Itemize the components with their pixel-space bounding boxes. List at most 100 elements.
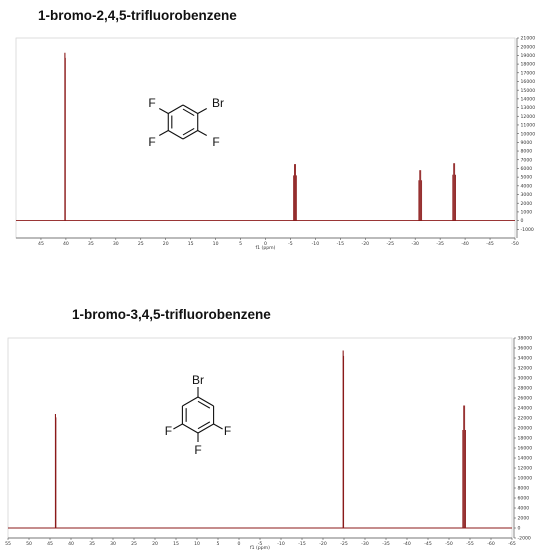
x-tick-label: -10: [312, 241, 320, 247]
substituent-bond: [213, 423, 223, 430]
peak-1-2: [293, 164, 297, 221]
x-tick-label: -5: [258, 541, 263, 547]
x-tick-label: -20: [319, 541, 327, 547]
x-tick-label: 10: [194, 541, 200, 547]
y-tick-label: 18000: [521, 62, 536, 68]
x-tick-label: -20: [362, 241, 370, 247]
y-tick-label: 32000: [518, 366, 533, 372]
x-tick-label: -35: [382, 541, 390, 547]
y-tick-label: 3000: [521, 192, 533, 198]
y-tick-label: 14000: [521, 96, 536, 102]
y-tick-label: 0: [518, 526, 521, 532]
chart-title-1: 1-bromo-2,4,5-trifluorobenzene: [38, 8, 237, 23]
x-tick-label: -5: [288, 241, 293, 247]
y-tick-label: 1000: [521, 210, 533, 216]
atom-F: F: [194, 443, 201, 457]
x-tick-label: -55: [466, 541, 474, 547]
y-tick-label: 36000: [518, 346, 533, 352]
x-tick-label: -10: [277, 541, 285, 547]
atom-F: F: [148, 96, 155, 110]
atom-Br: Br: [212, 96, 224, 110]
x-tick-label: -25: [340, 541, 348, 547]
x-tick-label: 0: [238, 541, 241, 547]
y-tick-label: 24000: [518, 406, 533, 412]
y-tick-label: 30000: [518, 376, 533, 382]
peak-1-1: [64, 52, 66, 221]
y-tick-label: -1000: [521, 227, 534, 233]
y-tick-label: 21000: [521, 36, 536, 42]
x-tick-label: 35: [88, 241, 94, 247]
x-tick-label: 5: [239, 241, 242, 247]
ring-double-bond: [197, 421, 211, 430]
ring-bond: [197, 396, 214, 407]
y-tick-label: 16000: [521, 79, 536, 85]
y-tick-label: 13000: [521, 105, 536, 111]
ring-bond: [197, 423, 214, 434]
atom-F: F: [165, 424, 172, 438]
y-tick-label: 10000: [518, 476, 533, 482]
y-tick-label: 12000: [518, 466, 533, 472]
x-tick-label: 5: [217, 541, 220, 547]
y-tick-label: 34000: [518, 356, 533, 362]
y-tick-label: 2000: [521, 201, 533, 207]
y-tick-label: 7000: [521, 157, 533, 163]
y-tick-label: 4000: [518, 506, 530, 512]
ring-bond: [168, 130, 184, 140]
y-tick-label: 8000: [521, 149, 533, 155]
y-tick-label: 20000: [518, 426, 533, 432]
ring-bond: [182, 130, 198, 140]
ring-bond: [182, 396, 199, 407]
x-tick-label: 25: [131, 541, 137, 547]
x-tick-label: -25: [386, 241, 394, 247]
x-tick-label: -50: [445, 541, 453, 547]
y-tick-label: -2000: [518, 536, 531, 542]
x-tick-label: 30: [113, 241, 119, 247]
y-tick-label: 2000: [518, 516, 530, 522]
x-tick-label: 50: [26, 541, 32, 547]
x-tick-label: 15: [173, 541, 179, 547]
y-tick-label: 20000: [521, 44, 536, 50]
x-tick-label: -15: [298, 541, 306, 547]
substituent-bond: [173, 423, 183, 430]
x-tick-label: 55: [5, 541, 11, 547]
y-tick-label: 6000: [521, 166, 533, 172]
y-tick-label: 8000: [518, 486, 530, 492]
atom-F: F: [212, 135, 219, 149]
ring-double-bond: [182, 108, 195, 117]
y-tick-label: 26000: [518, 396, 533, 402]
y-tick-label: 10000: [521, 131, 536, 137]
y-tick-label: 9000: [521, 140, 533, 146]
x-tick-label: -50: [511, 241, 519, 247]
x-tick-label: -30: [411, 241, 419, 247]
peak-2-1: [54, 414, 57, 528]
y-tick-label: 6000: [518, 496, 530, 502]
ring-bond: [168, 104, 184, 114]
y-tick-label: 16000: [518, 446, 533, 452]
x-axis-label: f1 (ppm): [250, 545, 270, 551]
ring-double-bond: [182, 127, 195, 136]
x-tick-label: -30: [361, 541, 369, 547]
x-tick-label: 45: [38, 241, 44, 247]
x-tick-label: -15: [337, 241, 345, 247]
x-tick-label: 30: [110, 541, 116, 547]
x-tick-label: -45: [486, 241, 494, 247]
x-tick-label: 35: [89, 541, 95, 547]
x-tick-label: -65: [508, 541, 516, 547]
atom-F: F: [148, 135, 155, 149]
y-tick-label: 15000: [521, 88, 536, 94]
y-tick-label: 14000: [518, 456, 533, 462]
x-tick-label: -40: [403, 541, 411, 547]
atom-F: F: [224, 424, 231, 438]
y-tick-label: 17000: [521, 70, 536, 76]
ring-bond: [182, 423, 199, 434]
y-tick-label: 5000: [521, 175, 533, 181]
x-tick-label: 20: [152, 541, 158, 547]
substituent-bond: [159, 108, 169, 114]
peak-2-3: [462, 405, 466, 528]
peak-2-2: [342, 350, 345, 528]
ring-bond: [182, 104, 198, 114]
y-tick-label: 38000: [518, 336, 533, 342]
